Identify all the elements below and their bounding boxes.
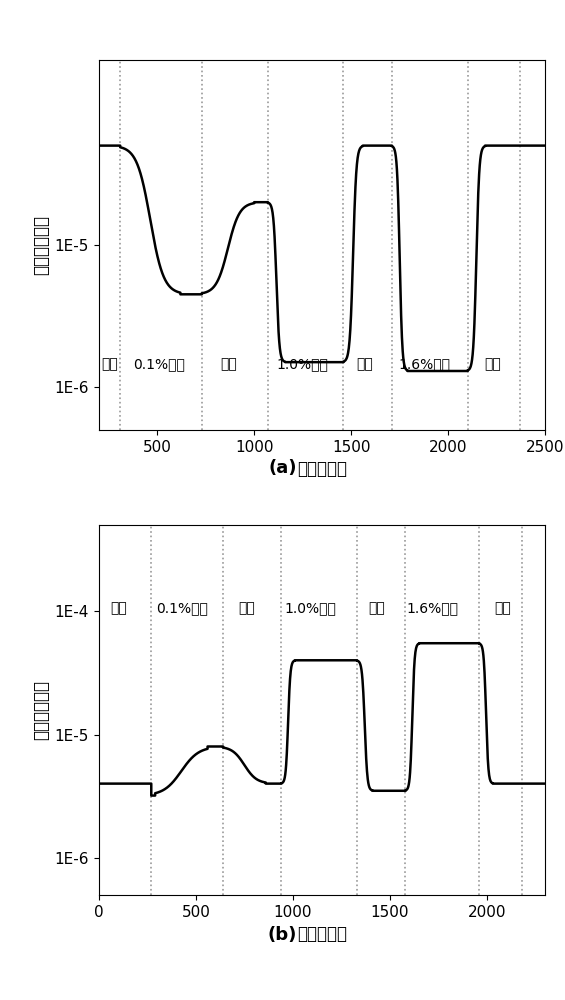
X-axis label: 时间（秒）: 时间（秒） [297, 460, 347, 478]
Text: 空气: 空气 [494, 601, 511, 615]
Text: (b): (b) [268, 926, 297, 944]
Text: (a): (a) [268, 459, 297, 477]
Text: 空气: 空气 [368, 601, 385, 615]
Text: 空气: 空气 [101, 357, 118, 371]
Text: 0.1%氢气: 0.1%氢气 [133, 357, 185, 371]
Text: 空气: 空气 [238, 601, 255, 615]
Y-axis label: 电流（毫安）: 电流（毫安） [32, 680, 50, 740]
Text: 0.1%氢气: 0.1%氢气 [157, 601, 208, 615]
Text: 空气: 空气 [484, 357, 501, 371]
Text: 空气: 空气 [110, 601, 127, 615]
Text: 空气: 空气 [220, 357, 237, 371]
Text: 空气: 空气 [357, 357, 373, 371]
Text: 1.6%氢气: 1.6%氢气 [407, 601, 459, 615]
Text: 1.0%氢气: 1.0%氢气 [277, 357, 329, 371]
Text: 1.0%氢气: 1.0%氢气 [284, 601, 336, 615]
X-axis label: 时间（秒）: 时间（秒） [297, 925, 347, 943]
Y-axis label: 电流（毫安）: 电流（毫安） [32, 215, 50, 275]
Text: 1.6%氢气: 1.6%氢气 [399, 357, 451, 371]
